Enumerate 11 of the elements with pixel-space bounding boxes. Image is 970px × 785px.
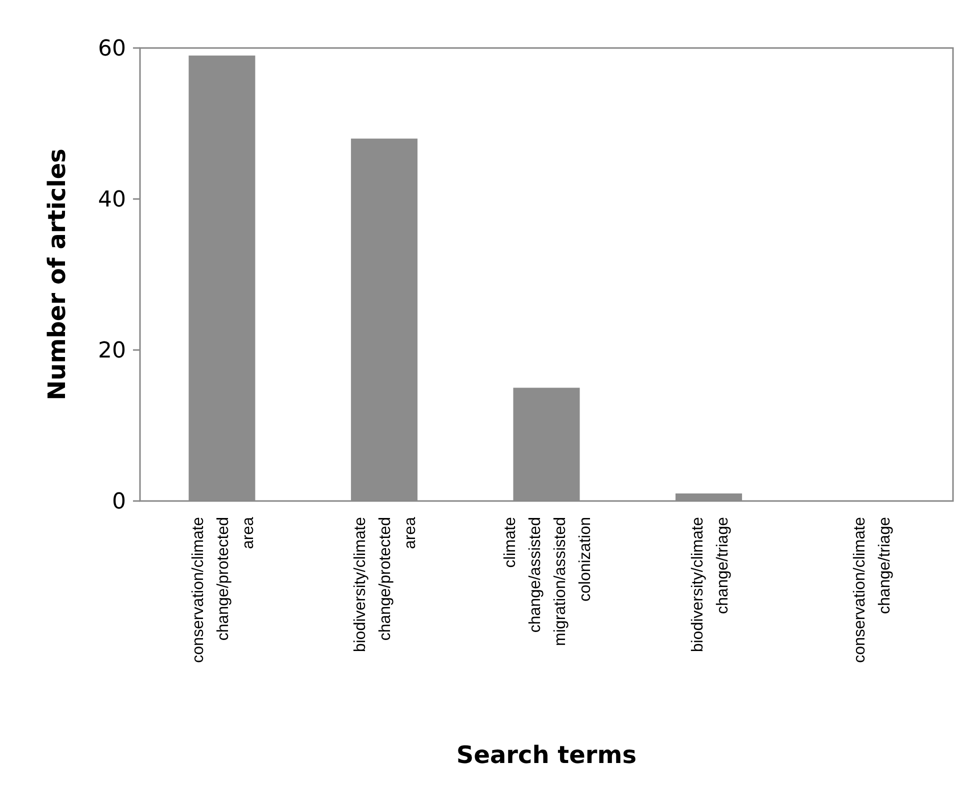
x-tick-label: conservation/climate change/protected area	[190, 516, 257, 663]
x-tick-label: climate change/assisted migration/assisted colonization	[502, 516, 594, 646]
x-tick-label: conservation/climate change/triage	[852, 516, 894, 663]
y-axis-title: Number of articles	[43, 148, 71, 400]
y-tick-label: 40	[98, 188, 126, 213]
x-tick-label: biodiversity/climate change/protected area	[352, 516, 420, 652]
x-tick-label: biodiversity/climate change/triage	[689, 516, 732, 652]
y-tick-label: 20	[98, 338, 126, 364]
x-axis-title: Search terms	[456, 741, 637, 769]
y-tick-label: 60	[98, 36, 126, 62]
y-tick-label: 0	[112, 490, 126, 515]
